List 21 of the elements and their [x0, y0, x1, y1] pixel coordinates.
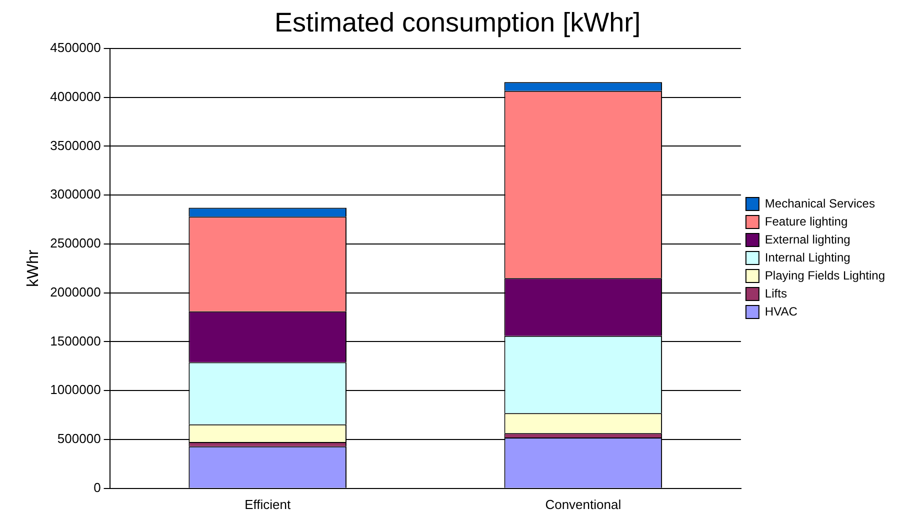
- y-tick-label: 3500000: [50, 138, 101, 153]
- y-tick-label: 0: [94, 480, 101, 495]
- y-tick-label: 2000000: [50, 284, 101, 300]
- y-axis-title: kWhr: [25, 249, 42, 288]
- y-tick-label: 4500000: [50, 40, 101, 55]
- y-tick-label: 2500000: [50, 236, 101, 251]
- y-tick-label: 500000: [57, 431, 101, 446]
- y-tick-label: 1500000: [50, 333, 101, 348]
- x-tick-label: Conventional: [545, 496, 622, 512]
- legend-label: Playing Fields Lighting: [764, 268, 886, 282]
- legend-label: Feature lighting: [764, 214, 848, 228]
- x-tick-label: Efficient: [244, 496, 291, 512]
- legend-label: Mechanical Services: [764, 196, 875, 210]
- y-tick-label: 1000000: [50, 382, 101, 398]
- legend-label: External lighting: [764, 232, 850, 246]
- legend-label: Lifts: [764, 286, 787, 300]
- legend-label: Internal Lighting: [764, 250, 850, 264]
- chart-title: Estimated consumption [kWhr]: [274, 8, 641, 38]
- y-tick-label: 4000000: [50, 88, 101, 104]
- legend-label: HVAC: [764, 304, 798, 318]
- y-tick-label: 3000000: [50, 186, 101, 202]
